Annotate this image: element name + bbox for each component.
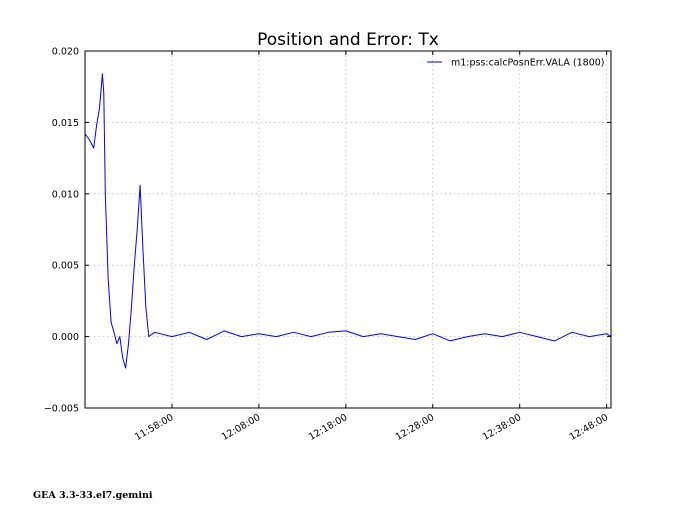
y-tick-label: 0.010 xyxy=(52,189,79,200)
series-group xyxy=(84,73,612,369)
footer-version-text: GEA 3.3-33.el7.gemini xyxy=(33,490,153,501)
plot-area xyxy=(85,51,611,408)
series-line xyxy=(84,73,612,369)
chart-title: Position and Error: Tx xyxy=(257,30,439,50)
legend-series-label: m1:pss:calcPosnErr.VALA (1800) xyxy=(451,58,605,69)
y-tick-label: −0.005 xyxy=(44,404,79,415)
grid xyxy=(85,51,611,408)
y-tick-label: 0.015 xyxy=(52,118,79,129)
y-tick-label: 0.000 xyxy=(52,332,79,343)
y-tick-label: 0.020 xyxy=(52,47,79,58)
legend: m1:pss:calcPosnErr.VALA (1800) xyxy=(427,58,605,69)
y-tick-label: 0.005 xyxy=(52,261,79,272)
plot-frame xyxy=(84,50,612,409)
